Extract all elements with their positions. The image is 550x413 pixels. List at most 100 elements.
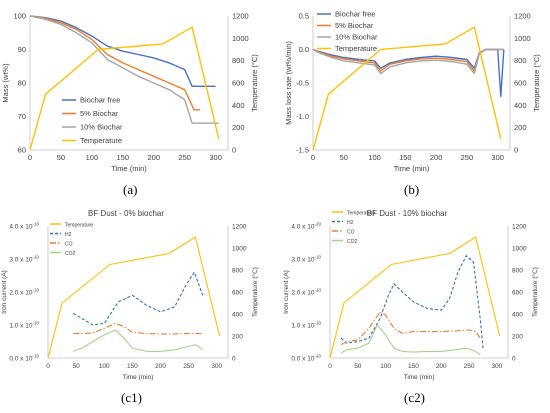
y2-tick-label: 600 [232,290,243,297]
y2-tick-label: 800 [232,56,245,65]
y-tick-exponent: -10 [314,354,321,359]
y2-tick-label: 400 [514,101,527,110]
y2-tick-label: 0 [232,356,236,363]
y-tick-label: 60 [18,146,26,155]
chart-panel-1: 0 50 100 150 200 250 3006070809010002004006008… [1,12,259,174]
legend-label: Biochar free [335,10,375,19]
x-tick-label: 0 [46,363,50,370]
y2-tick-label: 1200 [512,224,527,231]
x-tick-label: 50 [340,153,348,162]
y-tick-exponent: -10 [314,255,321,260]
y-tick-label: 1.0 x 10-10 [291,321,321,330]
y2-tick-label: 800 [514,56,527,65]
x-tick-label: 150 [127,363,138,370]
chart-panel-4: 0 50 100 150 200 250 300 0.0 x 10-10 1.0 x 10-10… [283,209,539,381]
legend-label: 5% Biochar [80,109,119,118]
x-tick-label: 300 [491,363,502,370]
legend-label: Biochar free [80,96,120,105]
x-tick-label: 0 [28,153,32,162]
y2-tick-label: 800 [512,268,523,275]
panel-label-c2: (c2) [404,390,425,405]
x-tick-label: 300 [211,363,222,370]
y-tick-label: 3.0 x 10-10 [9,255,39,264]
y-axis-title: Iron current (A) [283,270,290,314]
x-tick-label: 0 [328,363,332,370]
x-tick-label: 50 [57,153,65,162]
x-tick-label: 50 [73,363,81,370]
x-tick-label: 100 [86,153,99,162]
y-tick-label: 0.0 x 10-10 [291,354,321,363]
panel-label-c1: (c1) [121,390,142,405]
y2-tick-label: 600 [232,79,245,88]
x-axis-title: Time (min) [394,164,430,173]
legend-label: 5% Biochar [335,21,374,30]
y2-tick-label: 0 [512,356,516,363]
legend-label: H2 [65,232,72,238]
y-tick-label: 1.0 x 10-10 [9,321,39,330]
y-tick-label: 2.0 x 10-10 [9,288,39,297]
y-tick-exponent: -10 [32,288,39,293]
legend: Temperature H2 CO CO2 [50,223,93,257]
y-tick-exponent: -10 [314,321,321,326]
chart-title: BF Dust - 0% biochar [88,209,164,218]
chart-title: BF Dust - 10% biochar [367,209,448,218]
y-tick-label: 3.0 x 10-10 [291,255,321,264]
y-tick-label: -0.5 [296,79,309,88]
y-tick-label: 0.5 [299,12,309,21]
y2-axis-title: Temperature (°C) [531,267,539,317]
y-tick-label: 70 [18,112,26,121]
y-tick-label: 4.0 x 10-10 [291,222,321,231]
panel-label-b: (b) [404,182,420,197]
y2-tick-label: 200 [514,123,527,132]
x-tick-label: 250 [178,153,191,162]
y-tick-label: 2.0 x 10-10 [291,288,321,297]
series-line-co [340,311,481,346]
y-tick-label: 0.0 x 10-10 [9,354,39,363]
y-tick-label: -1.5 [296,146,309,155]
series-line-temperature [29,26,220,151]
legend-label: 10% Biochar [335,33,378,42]
legend-label: Temperature [335,44,377,53]
y-tick-exponent: -10 [314,222,321,227]
series-line-co [73,322,203,335]
y-tick-label: 80 [18,79,26,88]
x-tick-label: 200 [147,153,160,162]
y2-tick-label: 200 [512,334,523,341]
x-tick-label: 150 [117,153,130,162]
y2-tick-label: 0 [232,146,236,155]
legend-label: CO [347,230,355,236]
legend: Biochar free 5% Biochar 10% Biochar Tempera… [62,96,123,145]
legend: Biochar free 5% Biochar 10% Biochar Tempera… [317,10,378,53]
x-tick-label: 300 [209,153,222,162]
series-line-temperature [329,236,501,359]
x-tick-label: 100 [380,363,391,370]
y2-tick-label: 400 [512,312,523,319]
y2-tick-label: 1200 [232,12,249,21]
y2-tick-label: 1000 [232,34,249,43]
y2-tick-label: 1000 [514,34,531,43]
y-tick-label: -1.0 [296,112,309,121]
y2-axis-title: Temperature (°C) [532,54,541,112]
y-axis-title: Mass (wt%) [1,63,10,103]
x-tick-label: 250 [461,153,474,162]
y-tick-label: 0.0 [299,45,309,54]
y2-tick-label: 1200 [514,12,531,21]
x-tick-label: 150 [399,153,412,162]
y-tick-exponent: -10 [314,288,321,293]
y2-tick-label: 1000 [512,246,527,253]
legend-label: Temperature [80,136,122,145]
x-tick-label: 250 [464,363,475,370]
series-line-co2 [73,329,204,352]
y2-tick-label: 0 [514,146,518,155]
y2-tick-label: 800 [232,268,243,275]
x-tick-label: 0 [311,153,315,162]
y-tick-label: 4.0 x 10-10 [9,222,39,231]
y2-axis-title: Temperature (°C) [250,54,259,112]
x-axis-title: Time (min) [404,374,435,381]
x-tick-label: 200 [436,363,447,370]
x-tick-label: 200 [430,153,443,162]
series-line-biochar-free [29,15,216,88]
legend-label: CO [65,242,73,248]
